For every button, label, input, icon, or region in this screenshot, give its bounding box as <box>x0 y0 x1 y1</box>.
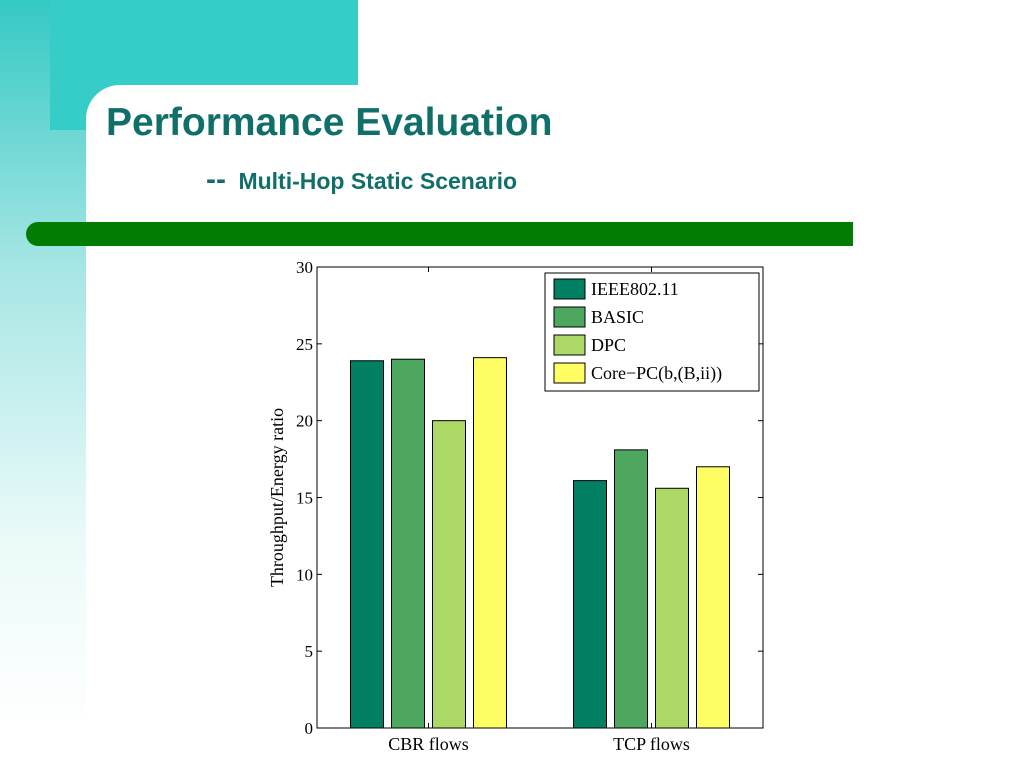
y-tick-label: 5 <box>305 642 314 661</box>
bar-cbr-series-1 <box>391 358 425 729</box>
legend-label-1: BASIC <box>591 307 644 327</box>
bar-cbr-series-2 <box>432 420 466 729</box>
y-tick-label: 10 <box>296 565 313 584</box>
legend-label-0: IEEE802.11 <box>591 279 679 299</box>
legend-swatch-0 <box>553 278 586 300</box>
x-tick-label: CBR flows <box>388 734 469 754</box>
divider-bar <box>26 222 853 246</box>
slide-subtitle: Multi-Hop Static Scenario <box>238 168 518 194</box>
legend-swatch-3 <box>553 362 586 384</box>
legend-label-3: Core−PC(b,(B,ii)) <box>591 363 722 384</box>
bar-cbr-series-0 <box>350 360 384 729</box>
x-tick-label: TCP flows <box>613 734 690 754</box>
y-tick-label: 0 <box>305 719 314 738</box>
slide-title: Performance Evaluation <box>106 101 553 144</box>
legend-label-2: DPC <box>591 335 626 355</box>
legend-swatch-2 <box>553 334 586 356</box>
bar-tcp-series-2 <box>655 487 689 729</box>
bar-cbr-series-3 <box>473 357 507 729</box>
bar-tcp-series-1 <box>614 449 648 729</box>
y-tick-label: 20 <box>296 412 313 431</box>
legend-swatch-1 <box>553 306 586 328</box>
y-tick-label: 25 <box>296 335 313 354</box>
content-panel <box>86 85 1024 768</box>
y-tick-label: 15 <box>296 489 313 508</box>
bar-tcp-series-3 <box>696 466 730 729</box>
bar-tcp-series-0 <box>573 480 607 729</box>
y-axis-label: Throughput/Energy ratio <box>267 408 287 587</box>
bar-chart: 0 5 10 15 20 25 30 Throughput/Energy ratio CBR f… <box>267 258 764 754</box>
slide-subtitle-row: -- Multi-Hop Static Scenario <box>206 163 517 197</box>
y-tick-label: 30 <box>296 258 313 277</box>
subtitle-dash: -- <box>206 163 226 196</box>
